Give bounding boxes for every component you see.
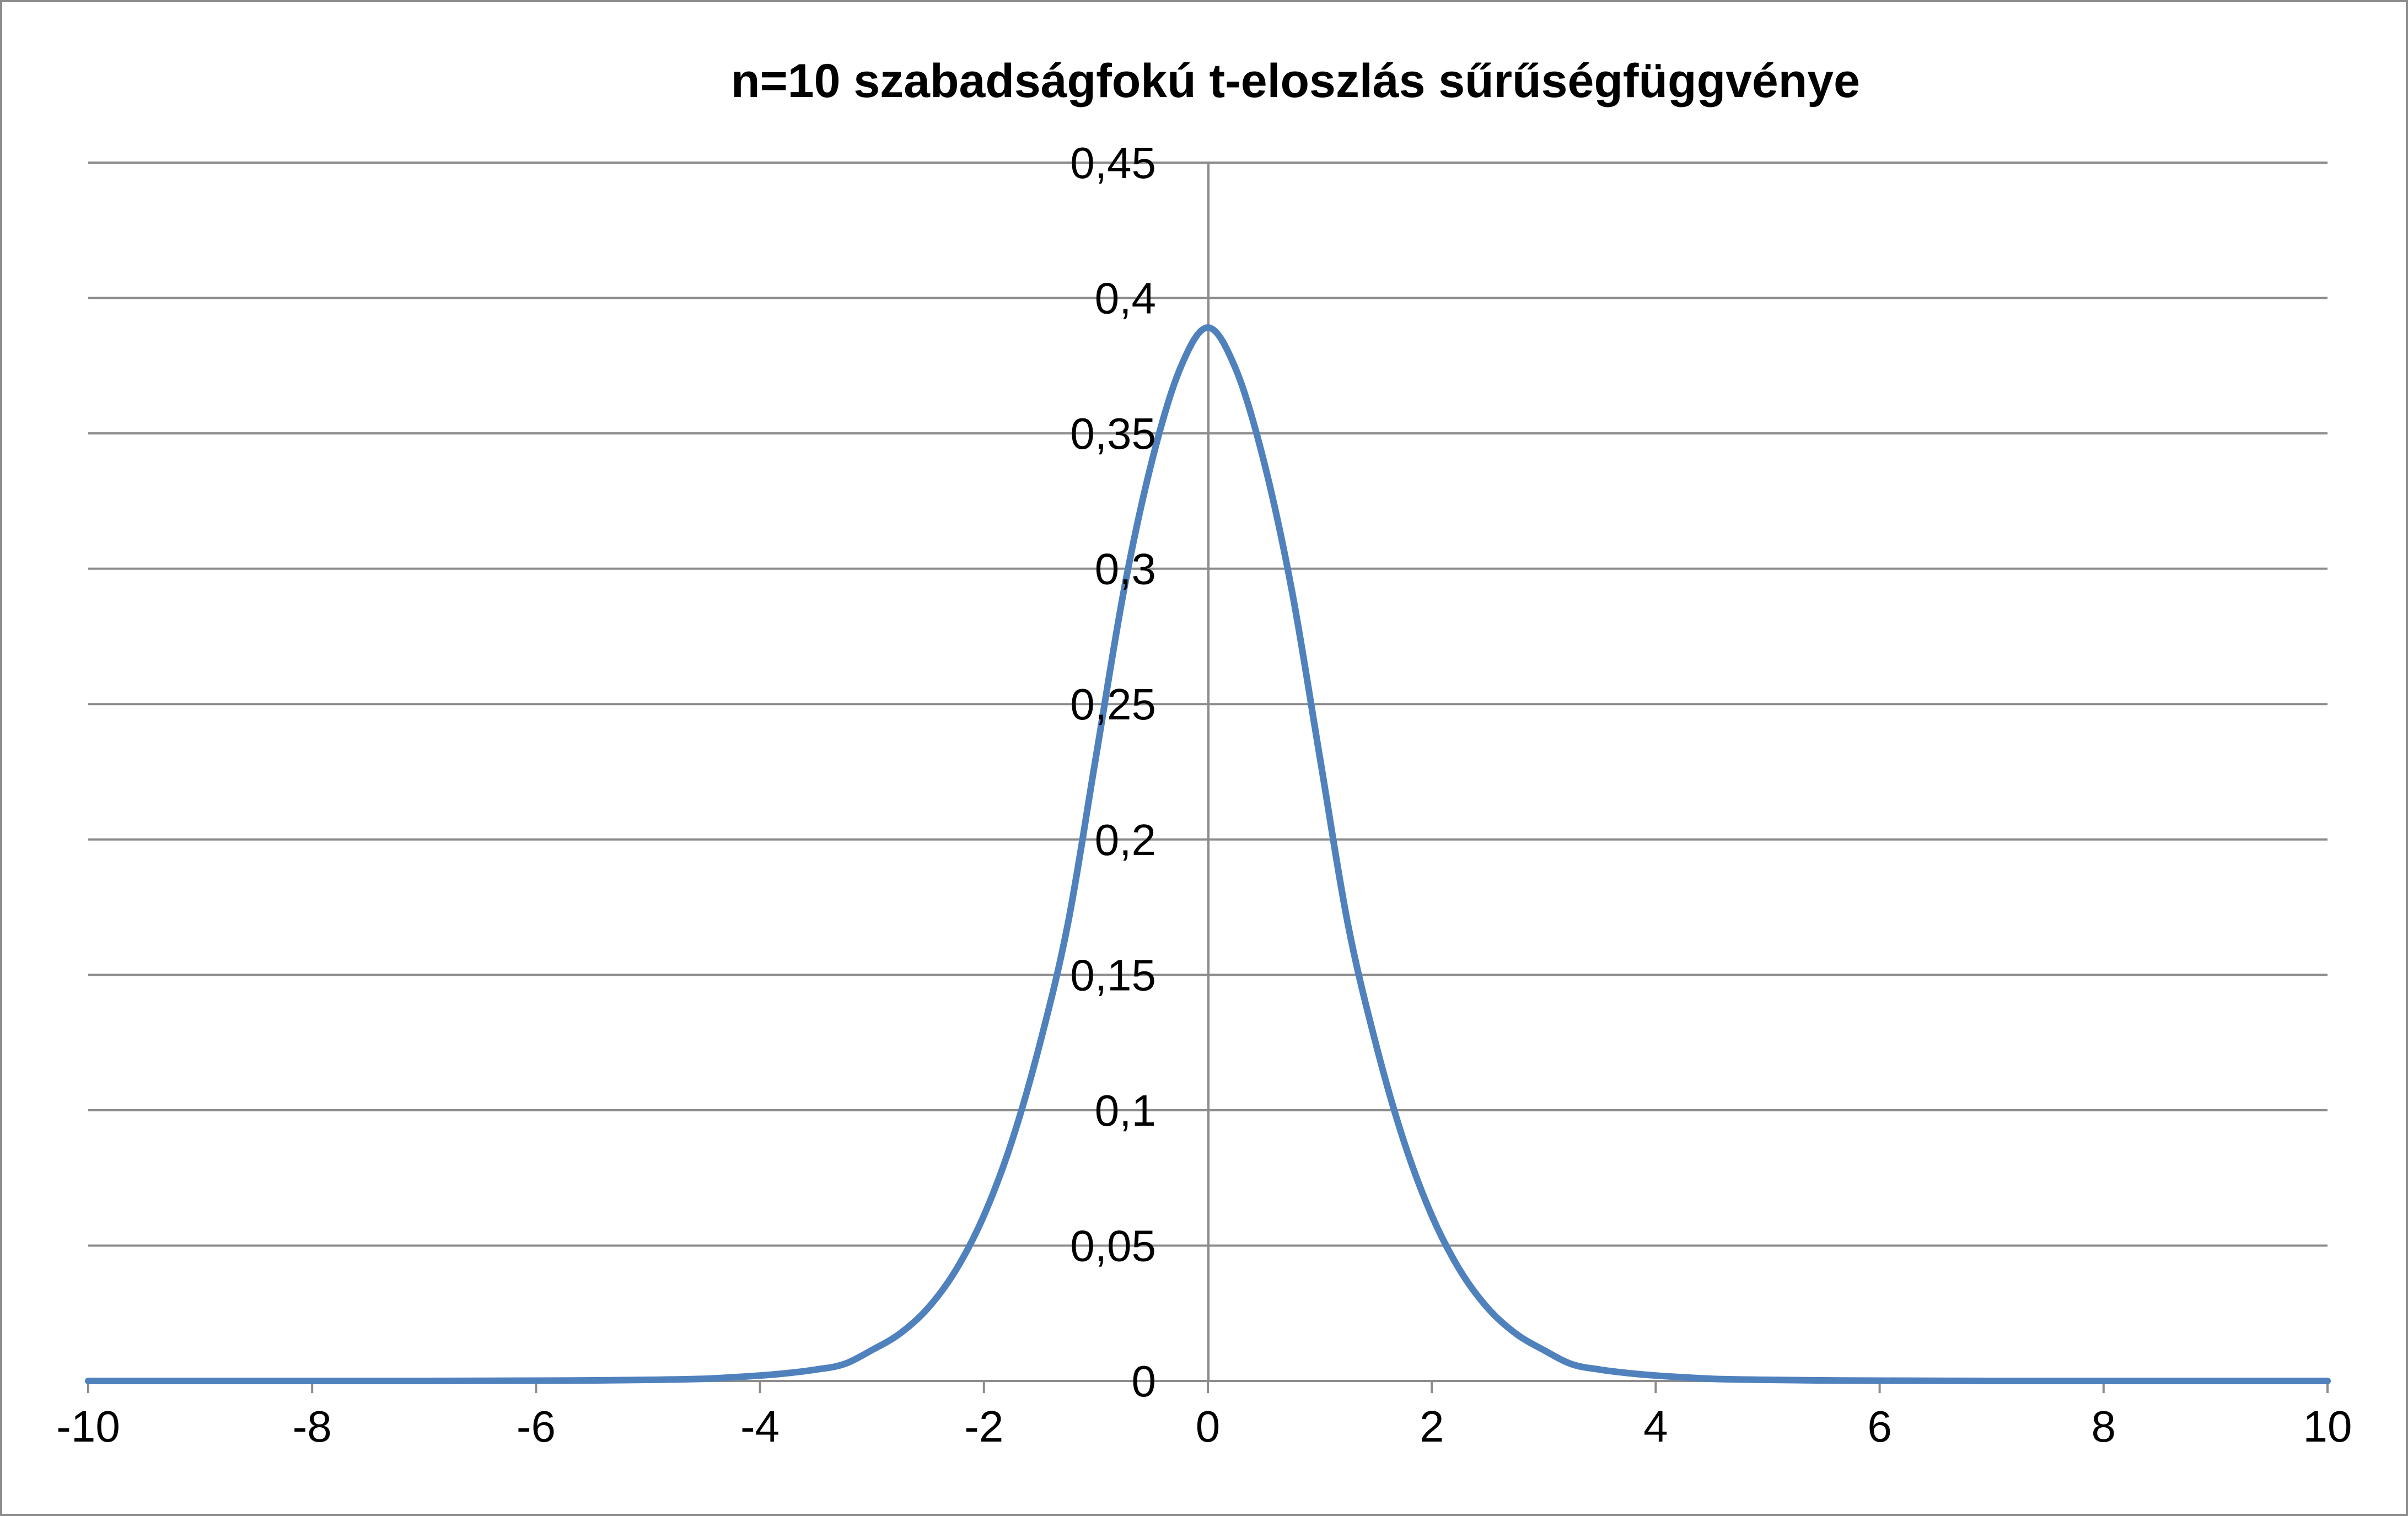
x-tick-label: 4 (1643, 1402, 1668, 1451)
series-line-0 (85, 324, 2331, 1385)
y-tick-label: 0,3 (1095, 545, 1156, 594)
y-tick-label: 0,2 (1095, 815, 1156, 864)
y-tick-label: 0,05 (1070, 1221, 1156, 1270)
y-tick-label: 0,4 (1095, 274, 1156, 323)
y-tick-label: 0,25 (1070, 680, 1156, 729)
x-tick-label: 10 (2303, 1402, 2352, 1451)
y-tick-label: 0,15 (1070, 950, 1156, 999)
y-tick-label: 0 (1132, 1357, 1157, 1406)
y-tick-label: 0,35 (1070, 409, 1156, 458)
x-tick-label: -8 (293, 1402, 332, 1451)
axes (87, 163, 2329, 1393)
x-tick-label: 0 (1196, 1402, 1221, 1451)
x-tick-label: -4 (740, 1402, 780, 1451)
x-tick-label: -2 (964, 1402, 1003, 1451)
x-tick-label: 8 (2092, 1402, 2116, 1451)
y-tick-label: 0,1 (1095, 1086, 1156, 1135)
x-tick-label: 6 (1867, 1402, 1892, 1451)
chart-title: n=10 szabadságfokú t-eloszlás sűrűségfüg… (731, 55, 1860, 107)
x-tick-label: -6 (517, 1402, 556, 1451)
x-tick-label: -10 (56, 1402, 120, 1451)
series (85, 324, 2331, 1385)
tick-labels: -10 -8 -6 -4 -2 0 2 4 6 8 10 0 0,05 0,1 0,15 0,2 0,25 0,3… (56, 138, 2352, 1451)
x-tick-label: 2 (1420, 1402, 1444, 1451)
y-tick-label: 0,45 (1070, 138, 1156, 187)
